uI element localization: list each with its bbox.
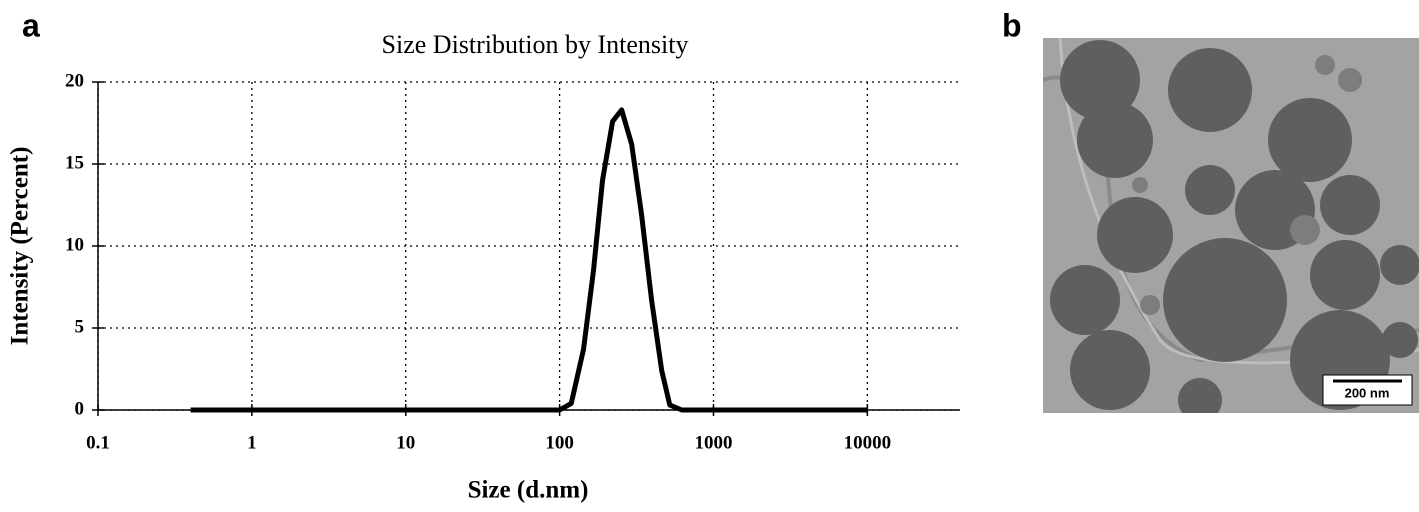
y-tick-label: 5 [75,316,85,337]
x-tick-label: 10000 [844,432,892,453]
x-tick-label: 10 [396,432,415,453]
scale-bar-label: 200 nm [1345,385,1390,400]
x-tick-label: 100 [545,432,574,453]
micrograph: 200 nm [1043,38,1419,413]
x-tick-label: 1 [247,432,257,453]
y-axis-label: Intensity (Percent) [7,147,34,346]
data-line [190,107,868,413]
panel-label: a [22,7,40,43]
panel-label: b [1002,7,1022,43]
y-tick-label: 20 [65,70,84,91]
y-tick-label: 15 [65,152,84,173]
x-tick-label: 1000 [694,432,732,453]
x-tick-label: 0.1 [86,432,110,453]
y-tick-label: 10 [65,234,84,255]
x-axis-label: Size (d.nm) [468,477,589,504]
chart-title: Size Distribution by Intensity [382,30,689,59]
y-tick-label: 0 [75,398,85,419]
